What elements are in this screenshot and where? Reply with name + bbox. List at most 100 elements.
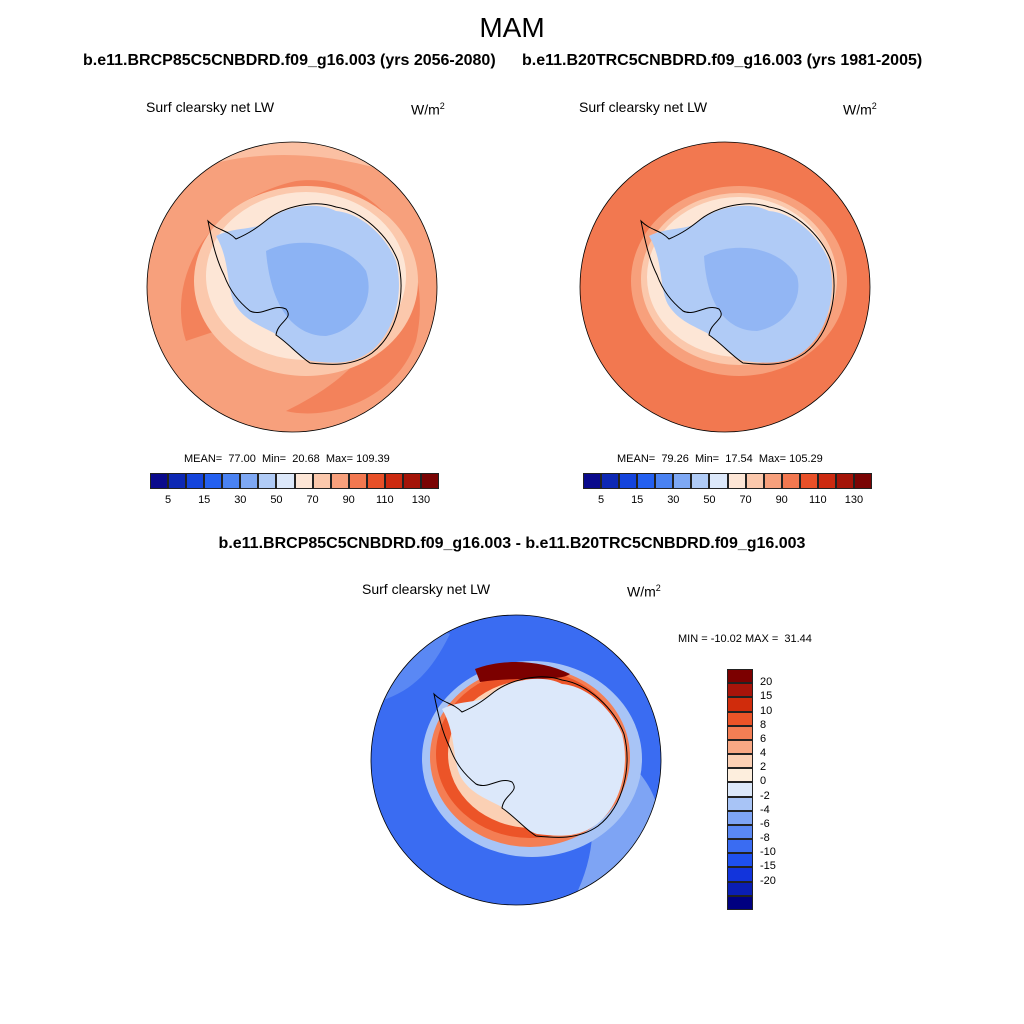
colorbar-swatch	[727, 881, 753, 896]
colorbar-swatch	[691, 473, 710, 489]
colorbar-tick-label: 10	[760, 704, 773, 717]
colorbar-swatch	[727, 839, 753, 854]
colorbar-tick-label: 70	[306, 494, 319, 506]
colorbar-swatch	[619, 473, 638, 489]
difference-variable-label: Surf clearsky net LW	[362, 581, 491, 597]
difference-stats: MIN = -10.02 MAX = 31.44	[678, 633, 812, 645]
colorbar-swatch	[727, 669, 753, 684]
panel-control-units: W/m2	[843, 101, 877, 118]
colorbar-swatch	[835, 473, 854, 489]
colorbar-tick-label: 15	[631, 494, 644, 506]
colorbar-swatch	[402, 473, 421, 489]
colorbar-tick-label: 50	[703, 494, 716, 506]
panel-control-variable-label: Surf clearsky net LW	[579, 99, 708, 115]
colorbar-tick-label: 15	[760, 690, 773, 703]
colorbar-swatch	[583, 473, 602, 489]
colorbar-tick-label: 90	[342, 494, 355, 506]
main-title: MAM	[479, 12, 545, 43]
colorbar-swatch	[420, 473, 439, 489]
colorbar-tick-label: 4	[760, 747, 767, 760]
colorbar-tick-label: -15	[760, 860, 776, 873]
colorbar-tick-label: -2	[760, 789, 770, 802]
panel-test-stats: MEAN= 77.00 Min= 20.68 Max= 109.39	[184, 453, 390, 465]
colorbar-swatch	[366, 473, 385, 489]
panel-test-map	[146, 141, 438, 433]
colorbar-swatch	[727, 867, 753, 882]
colorbar-tick-label: -10	[760, 846, 776, 859]
colorbar-tick-label: 30	[667, 494, 680, 506]
colorbar-tick-label: 6	[760, 732, 767, 745]
panel-test-colorbar	[150, 473, 439, 489]
colorbar-swatch	[601, 473, 620, 489]
colorbar-swatch	[727, 782, 753, 797]
colorbar-tick-label: 130	[411, 494, 431, 506]
panel-control-stats: MEAN= 79.26 Min= 17.54 Max= 105.29	[617, 453, 823, 465]
antarctica-dome	[266, 242, 369, 336]
colorbar-tick-label: 15	[198, 494, 211, 506]
difference-title: b.e11.BRCP85C5CNBDRD.f09_g16.003 - b.e11…	[218, 535, 806, 552]
panel-control-colorbar	[583, 473, 872, 489]
colorbar-swatch	[727, 796, 753, 811]
panel-test-variable-label: Surf clearsky net LW	[146, 99, 275, 115]
colorbar-tick-label: -6	[760, 817, 770, 830]
colorbar-tick-label: 8	[760, 718, 767, 731]
colorbar-swatch	[294, 473, 313, 489]
colorbar-tick-label: 0	[760, 775, 767, 788]
colorbar-swatch	[384, 473, 403, 489]
difference-units: W/m2	[627, 583, 661, 600]
colorbar-swatch	[727, 683, 753, 698]
panel-control-colorbar-ticks: 5 15 30 50 70 90 110 130	[583, 494, 872, 508]
colorbar-swatch	[763, 473, 782, 489]
colorbar-swatch	[727, 725, 753, 740]
colorbar-swatch	[727, 473, 746, 489]
colorbar-swatch	[817, 473, 836, 489]
colorbar-swatch	[655, 473, 674, 489]
difference-colorbar-ticks: 20 15 10 8 6 4 2 0 -2 -4 -6 -8 -10 -15 -20	[760, 669, 800, 910]
colorbar-tick-label: 20	[760, 676, 773, 689]
antarctica-dome	[704, 247, 799, 331]
colorbar-swatch	[258, 473, 277, 489]
panel-test-title: b.e11.BRCP85C5CNBDRD.f09_g16.003 (yrs 20…	[83, 52, 496, 69]
difference-map	[370, 614, 662, 906]
antarctica-interior	[442, 678, 625, 836]
colorbar-tick-label: 5	[165, 494, 172, 506]
difference-colorbar	[727, 669, 753, 910]
panel-test-colorbar-ticks: 5 15 30 50 70 90 110 130	[150, 494, 439, 508]
colorbar-tick-label: 110	[376, 494, 394, 506]
panel-test-units: W/m2	[411, 101, 445, 118]
colorbar-swatch	[727, 739, 753, 755]
colorbar-swatch	[727, 754, 753, 769]
antarctica-coast	[640, 203, 835, 365]
colorbar-tick-label: -8	[760, 832, 770, 845]
colorbar-swatch	[637, 473, 656, 489]
colorbar-swatch	[168, 473, 187, 489]
colorbar-swatch	[727, 810, 753, 825]
colorbar-swatch	[276, 473, 295, 489]
colorbar-tick-label: 5	[598, 494, 605, 506]
colorbar-tick-label: 30	[234, 494, 247, 506]
colorbar-swatch	[781, 473, 800, 489]
colorbar-swatch	[673, 473, 692, 489]
colorbar-tick-label: 90	[775, 494, 788, 506]
colorbar-tick-label: 130	[844, 494, 864, 506]
colorbar-swatch	[745, 473, 764, 489]
colorbar-tick-label: 2	[760, 761, 767, 774]
colorbar-swatch	[727, 895, 753, 910]
antarctica-coast	[433, 676, 628, 838]
colorbar-tick-label: -4	[760, 803, 770, 816]
colorbar-swatch	[222, 473, 241, 489]
panel-control-map	[579, 141, 871, 433]
colorbar-swatch	[799, 473, 818, 489]
colorbar-swatch	[727, 768, 753, 783]
colorbar-swatch	[727, 824, 753, 840]
colorbar-swatch	[348, 473, 367, 489]
colorbar-swatch	[150, 473, 169, 489]
colorbar-tick-label: -20	[760, 874, 776, 887]
colorbar-tick-label: 70	[739, 494, 752, 506]
colorbar-swatch	[204, 473, 223, 489]
colorbar-swatch	[709, 473, 728, 489]
colorbar-tick-label: 50	[270, 494, 283, 506]
colorbar-swatch	[186, 473, 205, 489]
antarctica-coast	[207, 203, 402, 365]
colorbar-swatch	[727, 711, 753, 726]
